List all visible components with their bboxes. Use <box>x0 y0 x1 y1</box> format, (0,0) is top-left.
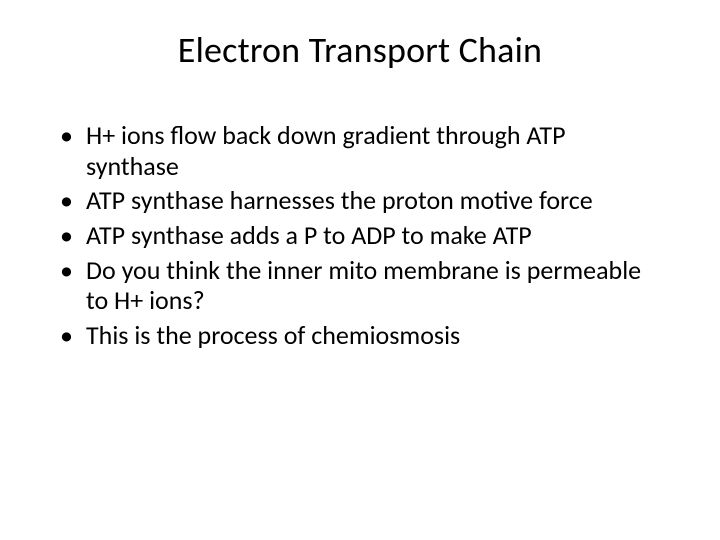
list-item: ATP synthase harnesses the proton motive… <box>60 185 660 216</box>
bullet-list: H+ ions flow back down gradient through … <box>60 120 660 351</box>
slide-title: Electron Transport Chain <box>50 28 670 72</box>
list-item: Do you think the inner mito membrane is … <box>60 255 660 316</box>
list-item: ATP synthase adds a P to ADP to make ATP <box>60 220 660 251</box>
slide-body: H+ ions flow back down gradient through … <box>50 120 670 351</box>
list-item: This is the process of chemiosmosis <box>60 320 660 351</box>
list-item: H+ ions flow back down gradient through … <box>60 120 660 181</box>
slide: Electron Transport Chain H+ ions flow ba… <box>0 0 720 540</box>
